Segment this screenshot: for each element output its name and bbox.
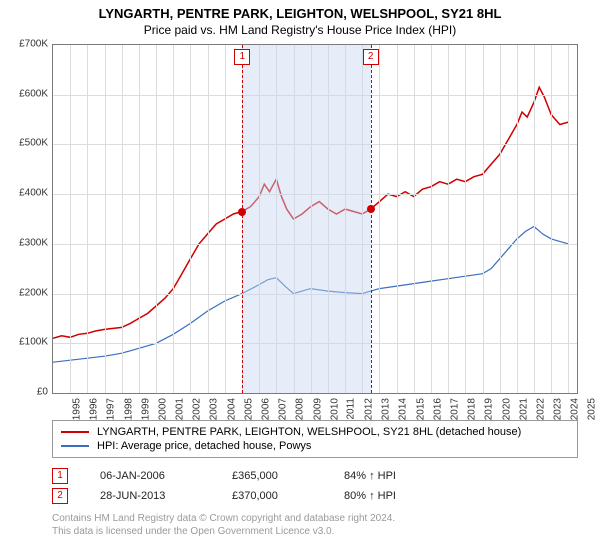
x-axis-label: 2014: [398, 398, 409, 420]
sale-point-icon: [367, 205, 375, 213]
x-axis-label: 2013: [380, 398, 391, 420]
legend-row: HPI: Average price, detached house, Powy…: [61, 439, 569, 453]
x-axis-label: 2022: [535, 398, 546, 420]
x-axis-label: 2017: [449, 398, 460, 420]
x-axis-label: 2002: [192, 398, 203, 420]
sale-price: £365,000: [232, 470, 322, 482]
x-axis-label: 2024: [569, 398, 580, 420]
legend-box: LYNGARTH, PENTRE PARK, LEIGHTON, WELSHPO…: [52, 420, 578, 458]
x-axis-label: 2004: [226, 398, 237, 420]
legend-label: HPI: Average price, detached house, Powy…: [97, 440, 311, 452]
marker-label-icon: 1: [234, 49, 250, 65]
x-axis-label: 2008: [295, 398, 306, 420]
sale-date: 28-JUN-2013: [100, 490, 210, 502]
y-axis-label: £100K: [4, 337, 48, 348]
chart-container: LYNGARTH, PENTRE PARK, LEIGHTON, WELSHPO…: [0, 0, 600, 560]
x-axis-label: 2025: [587, 398, 598, 420]
x-axis-label: 2016: [432, 398, 443, 420]
marker-ref-icon: 2: [52, 488, 68, 504]
x-axis-label: 1998: [123, 398, 134, 420]
x-axis-label: 2012: [363, 398, 374, 420]
y-axis-label: £400K: [4, 188, 48, 199]
marker-label-icon: 2: [363, 49, 379, 65]
legend-row: LYNGARTH, PENTRE PARK, LEIGHTON, WELSHPO…: [61, 425, 569, 439]
sale-date: 06-JAN-2006: [100, 470, 210, 482]
sales-table: 1 06-JAN-2006 £365,000 84% ↑ HPI 2 28-JU…: [52, 466, 396, 506]
marker-ref-icon: 1: [52, 468, 68, 484]
y-axis-label: £300K: [4, 237, 48, 248]
sale-pct: 84% ↑ HPI: [344, 470, 396, 482]
x-axis-label: 2001: [174, 398, 185, 420]
x-axis-label: 1999: [140, 398, 151, 420]
footer-line: This data is licensed under the Open Gov…: [52, 525, 395, 538]
x-axis-label: 2015: [415, 398, 426, 420]
y-axis-label: £700K: [4, 39, 48, 50]
chart-title: LYNGARTH, PENTRE PARK, LEIGHTON, WELSHPO…: [0, 0, 600, 21]
x-axis-label: 1997: [106, 398, 117, 420]
sales-row: 1 06-JAN-2006 £365,000 84% ↑ HPI: [52, 466, 396, 486]
x-axis-label: 2010: [329, 398, 340, 420]
x-axis-label: 2007: [277, 398, 288, 420]
x-axis-label: 2020: [501, 398, 512, 420]
legend-swatch: [61, 445, 89, 447]
footer-line: Contains HM Land Registry data © Crown c…: [52, 512, 395, 525]
x-axis-label: 2000: [157, 398, 168, 420]
x-axis-label: 2018: [466, 398, 477, 420]
y-axis-label: £200K: [4, 287, 48, 298]
x-axis-label: 2003: [209, 398, 220, 420]
sale-price: £370,000: [232, 490, 322, 502]
x-axis-label: 1996: [88, 398, 99, 420]
x-axis-label: 2019: [484, 398, 495, 420]
x-axis-label: 2005: [243, 398, 254, 420]
x-axis-label: 2021: [518, 398, 529, 420]
x-axis-label: 1995: [71, 398, 82, 420]
legend-label: LYNGARTH, PENTRE PARK, LEIGHTON, WELSHPO…: [97, 426, 521, 438]
y-axis-label: £500K: [4, 138, 48, 149]
sale-point-icon: [238, 208, 246, 216]
y-axis-label: £0: [4, 387, 48, 398]
x-axis-label: 2006: [260, 398, 271, 420]
legend-swatch: [61, 431, 89, 433]
sale-pct: 80% ↑ HPI: [344, 490, 396, 502]
x-axis-label: 2023: [552, 398, 563, 420]
plot-area: 12: [52, 44, 578, 394]
x-axis-label: 2009: [312, 398, 323, 420]
x-axis-label: 2011: [345, 398, 356, 420]
chart-subtitle: Price paid vs. HM Land Registry's House …: [0, 21, 600, 37]
y-axis-label: £600K: [4, 88, 48, 99]
sales-row: 2 28-JUN-2013 £370,000 80% ↑ HPI: [52, 486, 396, 506]
footer-credits: Contains HM Land Registry data © Crown c…: [52, 512, 395, 538]
